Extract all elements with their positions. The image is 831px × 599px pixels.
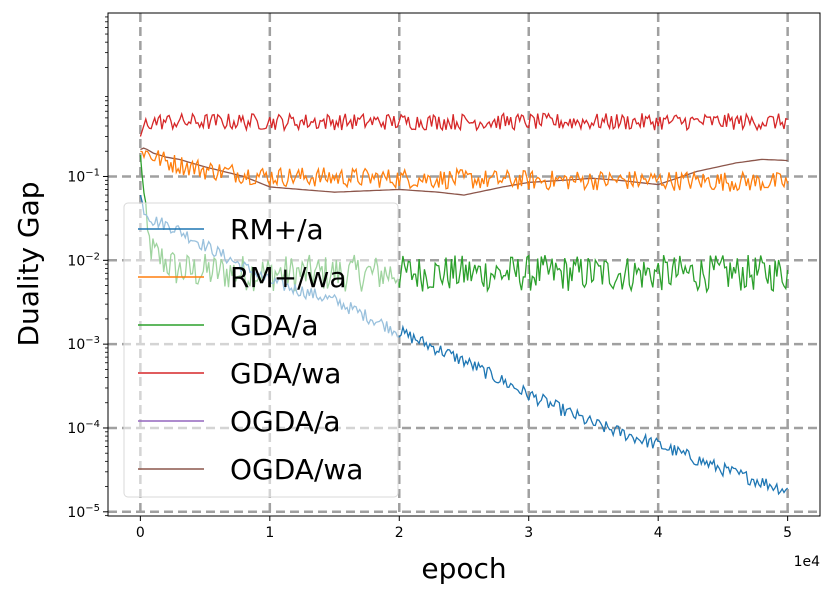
series-line-gda-wa	[139, 111, 788, 137]
x-tick-label-5: 5	[783, 525, 792, 541]
y-tick-label-3: 10−4	[67, 419, 100, 437]
legend: RM+/a RM+/wa GDA/a GDA/wa OGDA/a OGDA/wa	[123, 202, 399, 498]
y-axis-label: Duality Gap	[12, 181, 45, 346]
legend-label-3: GDA/wa	[230, 357, 341, 390]
x-axis-label: epoch	[421, 552, 506, 585]
legend-label-2: GDA/a	[230, 309, 319, 342]
legend-label-5: OGDA/wa	[230, 453, 363, 486]
legend-label-1: RM+/wa	[230, 261, 347, 294]
y-tick-label-1: 10−2	[67, 251, 100, 269]
y-tick-label-4: 10−5	[67, 503, 100, 521]
legend-label-4: OGDA/a	[230, 405, 341, 438]
legend-label-0: RM+/a	[230, 213, 324, 246]
axis-ticks: 0 1 2 3 4 5 10−1 10−2 10−3 10−4 10−5	[67, 16, 792, 541]
x-tick-label-0: 0	[136, 525, 145, 541]
x-tick-label-4: 4	[654, 525, 663, 541]
x-tick-label-2: 2	[395, 525, 404, 541]
x-tick-label-1: 1	[265, 525, 274, 541]
x-offset-label: 1e4	[794, 554, 821, 570]
series-line-ogda-wa	[140, 147, 788, 196]
series-line-rm-wa	[140, 150, 789, 192]
y-tick-label-0: 10−1	[67, 167, 100, 185]
y-tick-label-2: 10−3	[67, 335, 100, 353]
x-tick-label-3: 3	[524, 525, 533, 541]
